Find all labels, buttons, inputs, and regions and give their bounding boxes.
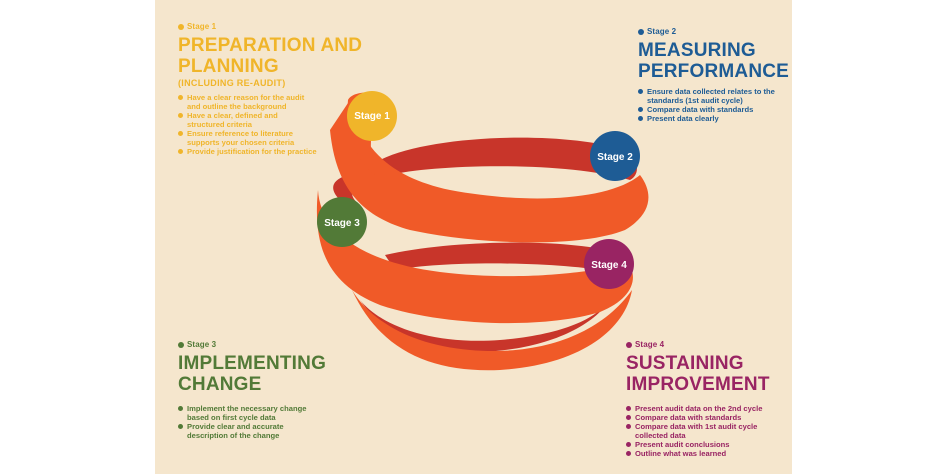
list-item: Compare data with standards (638, 105, 788, 114)
list-item: Present data clearly (638, 114, 788, 123)
stage1-bullet-list: Have a clear reason for the audit and ou… (178, 93, 378, 156)
stage3-circle[interactable]: Stage 3 (317, 197, 367, 247)
stage4-title-line1: SUSTAINING (626, 353, 744, 374)
stage4-dot-icon (626, 341, 632, 348)
list-item: Ensure reference to literature supports … (178, 129, 317, 147)
list-item: Present audit data on the 2nd cycle (626, 404, 786, 413)
ribbon-back-lower (385, 242, 621, 272)
ribbon-front-top (330, 100, 649, 243)
stage2-title: MEASURING PERFORMANCE (638, 40, 790, 82)
stage4-title-line2: IMPROVEMENT (626, 374, 770, 395)
stage4-circle[interactable]: Stage 4 (584, 239, 634, 289)
stage2-dot-icon (638, 28, 644, 35)
ribbon-front-middle (316, 190, 633, 324)
stage1-subtitle: (INCLUDING RE-AUDIT) (178, 78, 286, 88)
stage4-bullet-list: Present audit data on the 2nd cycle Comp… (626, 404, 786, 458)
stage1-circle-label: Stage 1 (354, 111, 390, 122)
stage3-title-line1: IMPLEMENTING (178, 353, 327, 374)
stage3-dot-icon (178, 341, 184, 348)
stage3-tag-label: Stage 3 (187, 340, 217, 349)
stage2-title-line1: MEASURING (638, 40, 756, 61)
stage4-block: Stage 4 SUSTAINING IMPROVEMENT Present a… (626, 340, 786, 458)
list-item: Present audit conclusions (626, 440, 786, 449)
stage1-tag: Stage 1 (178, 22, 378, 31)
stage2-circle[interactable]: Stage 2 (590, 131, 640, 181)
stage1-dot-icon (178, 23, 184, 30)
stage3-title: IMPLEMENTING CHANGE (178, 353, 348, 395)
stage3-tag: Stage 3 (178, 340, 348, 349)
stage3-circle-label: Stage 3 (324, 218, 360, 229)
stage1-tag-label: Stage 1 (187, 22, 217, 31)
stage3-bullet-list: Implement the necessary change based on … (178, 404, 348, 440)
stage4-title: SUSTAINING IMPROVEMENT (626, 353, 786, 395)
stage3-title-line2: CHANGE (178, 374, 262, 395)
list-item: Compare data with 1st audit cycle collec… (626, 422, 765, 440)
list-item: Outline what was learned (626, 449, 786, 458)
list-item: Provide clear and accurate description o… (178, 422, 292, 440)
ribbon-back-bottom (360, 300, 610, 352)
stage2-bullet-list: Ensure data collected relates to the sta… (638, 87, 788, 123)
stage1-title-line2: PLANNING (178, 56, 279, 77)
stage3-block: Stage 3 IMPLEMENTING CHANGE Implement th… (178, 340, 348, 440)
stage1-title-line1: PREPARATION AND (178, 35, 363, 56)
list-item: Provide justification for the practice (178, 147, 337, 156)
ribbon-front-bottom (352, 290, 632, 371)
list-item: Have a clear, defined and structured cri… (178, 111, 287, 129)
list-item: Implement the necessary change based on … (178, 404, 312, 422)
stage1-block: Stage 1 PREPARATION AND PLANNING (INCLUD… (178, 22, 378, 156)
ribbon-back-top (380, 137, 637, 180)
stage2-block: Stage 2 MEASURING PERFORMANCE Ensure dat… (638, 27, 790, 123)
stage2-title-line2: PERFORMANCE (638, 61, 790, 82)
stage1-circle[interactable]: Stage 1 (347, 91, 397, 141)
stage2-tag-label: Stage 2 (647, 27, 677, 36)
stage2-circle-label: Stage 2 (597, 152, 633, 163)
stage4-tag-label: Stage 4 (635, 340, 665, 349)
list-item: Compare data with standards (626, 413, 786, 422)
list-item: Have a clear reason for the audit and ou… (178, 93, 317, 111)
stage1-title: PREPARATION AND PLANNING (178, 35, 378, 77)
stage4-tag: Stage 4 (626, 340, 786, 349)
list-item: Ensure data collected relates to the sta… (638, 87, 787, 105)
stage2-tag: Stage 2 (638, 27, 788, 36)
stage4-circle-label: Stage 4 (591, 260, 627, 271)
